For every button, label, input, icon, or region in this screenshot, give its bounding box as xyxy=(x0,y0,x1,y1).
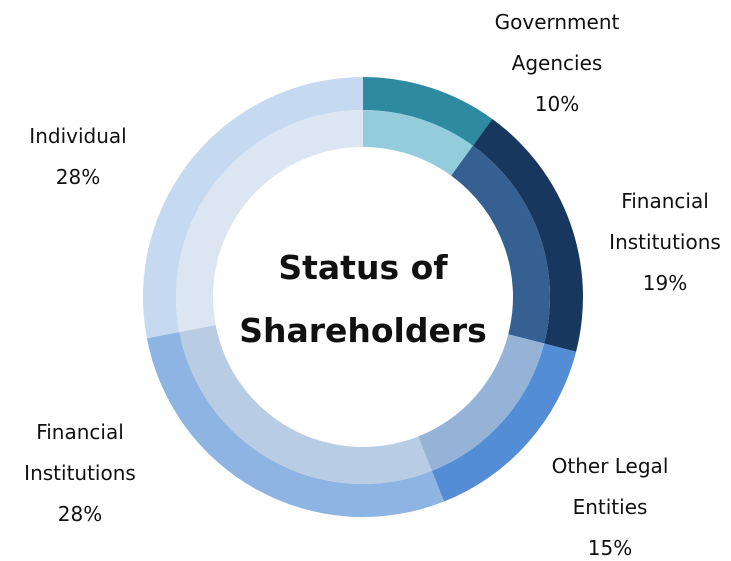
value-label: 28% xyxy=(55,165,101,189)
value-label: 19% xyxy=(642,271,688,295)
outer-segment xyxy=(363,77,493,146)
value-label: 28% xyxy=(57,502,103,526)
category-label: Financial Institutions xyxy=(609,189,721,254)
outer-segment xyxy=(472,119,583,352)
inner-segment xyxy=(363,110,473,176)
segment-label: Other Legal Entities 15% xyxy=(540,446,680,561)
category-label: Financial Institutions xyxy=(24,420,136,485)
inner-segment xyxy=(179,325,432,485)
category-label: Individual xyxy=(29,124,127,148)
segment-label: Government Agencies 10% xyxy=(472,2,642,125)
outer-segment xyxy=(431,343,577,502)
inner-segment xyxy=(418,334,545,471)
category-label: Government Agencies xyxy=(494,10,620,75)
inner-segment xyxy=(451,145,551,344)
outer-segment xyxy=(143,77,363,339)
value-label: 10% xyxy=(534,92,580,116)
segment-label: Financial Institutions 19% xyxy=(590,181,731,304)
segment-label: Individual 28% xyxy=(3,116,153,198)
inner-segment xyxy=(176,110,363,333)
chart-title: Status of Shareholders xyxy=(239,248,487,350)
segment-label: Financial Institutions 28% xyxy=(5,412,155,535)
outer-segment xyxy=(146,332,444,517)
value-label: 15% xyxy=(587,536,633,560)
category-label: Other Legal Entities xyxy=(551,454,669,519)
